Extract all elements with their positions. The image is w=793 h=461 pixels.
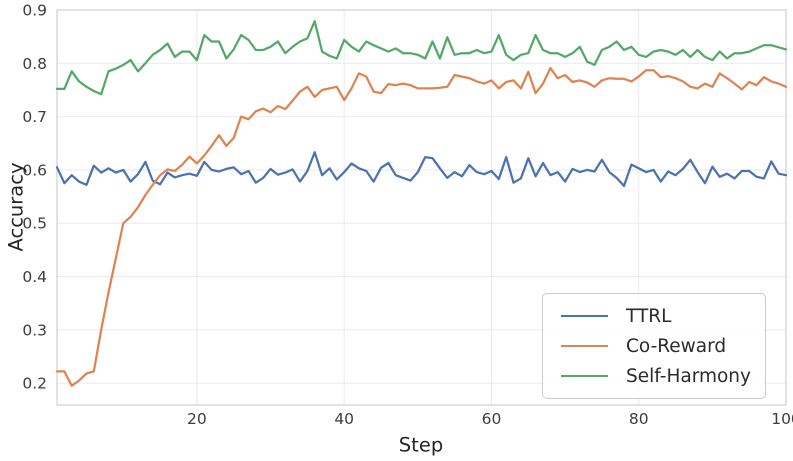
- legend-line-swatch: [561, 344, 608, 348]
- legend: TTRL Co-Reward Self-Harmony: [542, 293, 766, 399]
- x-tick-label-80: 80: [629, 410, 649, 428]
- y-tick-label-0.9: 0.9: [22, 2, 47, 20]
- legend-label: Co-Reward: [626, 335, 727, 357]
- series-line-self-harmony: [55, 20, 788, 96]
- y-tick-label-0.8: 0.8: [22, 55, 47, 73]
- y-tick-label-0.3: 0.3: [22, 321, 47, 339]
- series-line-ttrl: [55, 151, 788, 188]
- x-axis-label: Step: [398, 433, 444, 457]
- legend-line-swatch: [561, 374, 608, 378]
- legend-item-self-harmony: Self-Harmony: [561, 361, 765, 391]
- legend-item-ttrl: TTRL: [561, 301, 765, 331]
- y-tick-label-0.4: 0.4: [22, 268, 47, 286]
- legend-label: Self-Harmony: [626, 365, 751, 387]
- x-tick-label-20: 20: [187, 410, 207, 428]
- y-tick-label-0.2: 0.2: [22, 375, 47, 393]
- y-tick-label-0.7: 0.7: [22, 108, 47, 126]
- plot-border: [56, 9, 787, 406]
- x-tick-label-40: 40: [334, 410, 354, 428]
- legend-item-co-reward: Co-Reward: [561, 331, 765, 361]
- y-tick-label-0.6: 0.6: [22, 161, 47, 179]
- y-tick-label-0.5: 0.5: [22, 215, 47, 233]
- series-line-co-reward: [55, 66, 788, 387]
- legend-line-swatch: [561, 314, 608, 318]
- x-tick-label-100: 100: [771, 410, 793, 428]
- legend-label: TTRL: [626, 305, 672, 327]
- y-axis-label: Accuracy: [4, 162, 28, 252]
- x-tick-label-60: 60: [482, 410, 502, 428]
